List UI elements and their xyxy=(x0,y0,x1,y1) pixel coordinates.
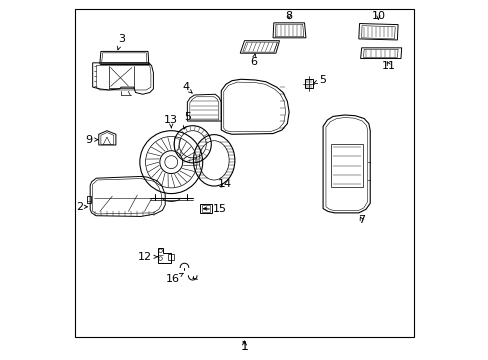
Text: 16: 16 xyxy=(166,273,183,284)
Text: 13: 13 xyxy=(164,115,178,128)
Text: 4: 4 xyxy=(182,82,192,93)
Text: 5: 5 xyxy=(183,112,190,129)
Text: 10: 10 xyxy=(371,11,385,21)
Text: 3: 3 xyxy=(117,33,124,50)
Text: 15: 15 xyxy=(203,203,226,213)
Text: 1: 1 xyxy=(240,339,248,352)
Text: 6: 6 xyxy=(249,54,256,67)
Text: 5: 5 xyxy=(313,75,325,85)
Text: 2: 2 xyxy=(76,202,87,212)
Text: 12: 12 xyxy=(138,252,158,262)
Bar xyxy=(330,144,363,187)
Text: 8: 8 xyxy=(285,11,292,21)
Text: 9: 9 xyxy=(84,135,98,145)
Text: 11: 11 xyxy=(382,61,395,71)
Text: 7: 7 xyxy=(357,215,365,225)
Text: 14: 14 xyxy=(217,179,231,189)
